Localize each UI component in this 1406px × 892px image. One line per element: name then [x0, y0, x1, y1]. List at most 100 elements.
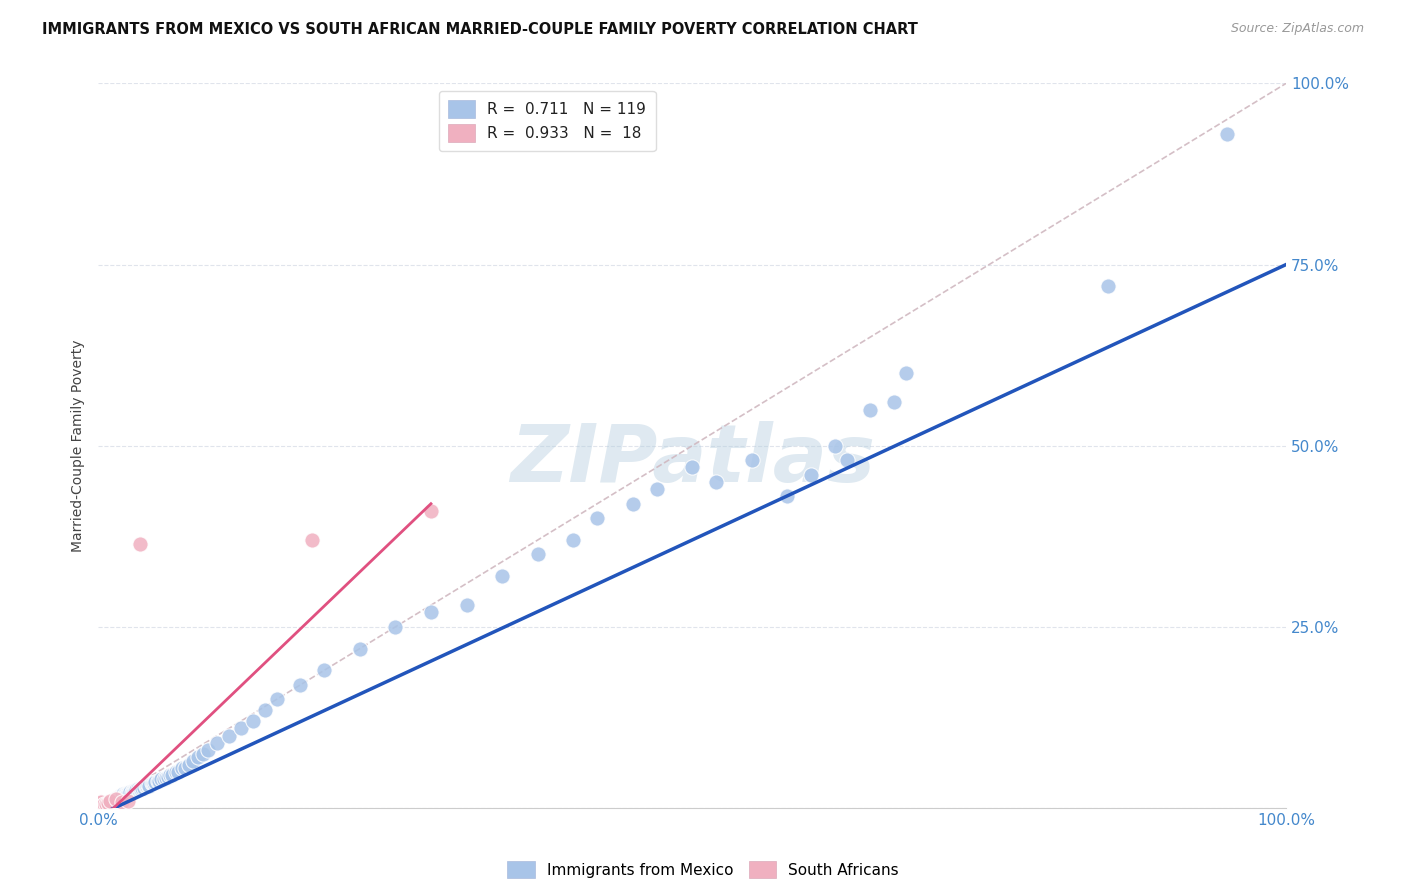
Point [253, 703, 276, 717]
Text: Source: ZipAtlas.com: Source: ZipAtlas.com [1230, 22, 1364, 36]
Text: ZIPatlas: ZIPatlas [510, 421, 875, 500]
Point [91, 798, 114, 813]
Point [105, 792, 128, 806]
Point [93, 798, 115, 813]
Point [97, 796, 120, 810]
Point [90, 799, 112, 814]
Point [205, 736, 228, 750]
Point [108, 791, 131, 805]
Point [107, 791, 129, 805]
Point [117, 794, 139, 808]
Point [191, 747, 214, 761]
Point [112, 789, 135, 803]
Point [96, 797, 118, 812]
Point [301, 533, 323, 547]
Point [100, 795, 122, 809]
Point [152, 772, 174, 786]
Point [117, 786, 139, 800]
Point [104, 792, 127, 806]
Point [91, 798, 114, 813]
Point [136, 778, 159, 792]
Point [98, 794, 121, 808]
Point [94, 798, 117, 813]
Point [97, 797, 120, 811]
Point [681, 460, 703, 475]
Point [704, 475, 727, 489]
Point [645, 482, 668, 496]
Point [107, 790, 129, 805]
Point [349, 641, 371, 656]
Point [91, 798, 114, 813]
Point [621, 497, 644, 511]
Point [91, 798, 114, 813]
Point [112, 787, 135, 801]
Point [90, 798, 112, 813]
Point [91, 798, 114, 813]
Point [117, 787, 139, 801]
Point [420, 504, 443, 518]
Point [105, 791, 128, 805]
Point [1215, 127, 1237, 141]
Point [136, 779, 159, 793]
Point [312, 664, 335, 678]
Point [157, 770, 180, 784]
Point [87, 801, 110, 815]
Point [160, 768, 183, 782]
Point [110, 790, 132, 805]
Point [122, 785, 145, 799]
Point [118, 786, 141, 800]
Point [131, 780, 153, 795]
Point [89, 800, 111, 814]
Point [135, 780, 157, 794]
Point [93, 797, 115, 812]
Point [110, 789, 132, 803]
Point [129, 781, 152, 796]
Point [859, 402, 882, 417]
Point [197, 743, 219, 757]
Point [129, 781, 152, 796]
Point [111, 788, 134, 802]
Point [114, 788, 136, 802]
Point [290, 678, 312, 692]
Point [89, 797, 111, 812]
Point [97, 796, 120, 810]
Point [103, 793, 125, 807]
Point [229, 722, 252, 736]
Point [145, 775, 167, 789]
Point [242, 714, 264, 728]
Point [89, 799, 111, 814]
Point [98, 797, 121, 811]
Point [218, 729, 240, 743]
Point [142, 776, 165, 790]
Point [150, 772, 173, 786]
Point [420, 606, 443, 620]
Point [146, 773, 169, 788]
Point [122, 784, 145, 798]
Point [527, 548, 550, 562]
Point [104, 793, 127, 807]
Point [87, 801, 110, 815]
Point [121, 785, 143, 799]
Point [741, 453, 763, 467]
Point [165, 764, 187, 779]
Point [167, 764, 190, 779]
Point [177, 757, 200, 772]
Point [138, 779, 160, 793]
Point [94, 797, 117, 811]
Point [128, 783, 150, 797]
Legend: R =  0.711   N = 119, R =  0.933   N =  18: R = 0.711 N = 119, R = 0.933 N = 18 [439, 91, 655, 151]
Point [894, 366, 917, 380]
Point [98, 796, 121, 810]
Point [562, 533, 585, 547]
Point [456, 598, 478, 612]
Legend: Immigrants from Mexico, South Africans: Immigrants from Mexico, South Africans [501, 855, 905, 884]
Point [148, 773, 170, 788]
Point [101, 794, 124, 808]
Point [94, 797, 117, 812]
Point [776, 490, 799, 504]
Point [103, 794, 125, 808]
Point [111, 795, 134, 809]
Point [174, 761, 197, 775]
Point [124, 783, 146, 797]
Point [90, 800, 112, 814]
